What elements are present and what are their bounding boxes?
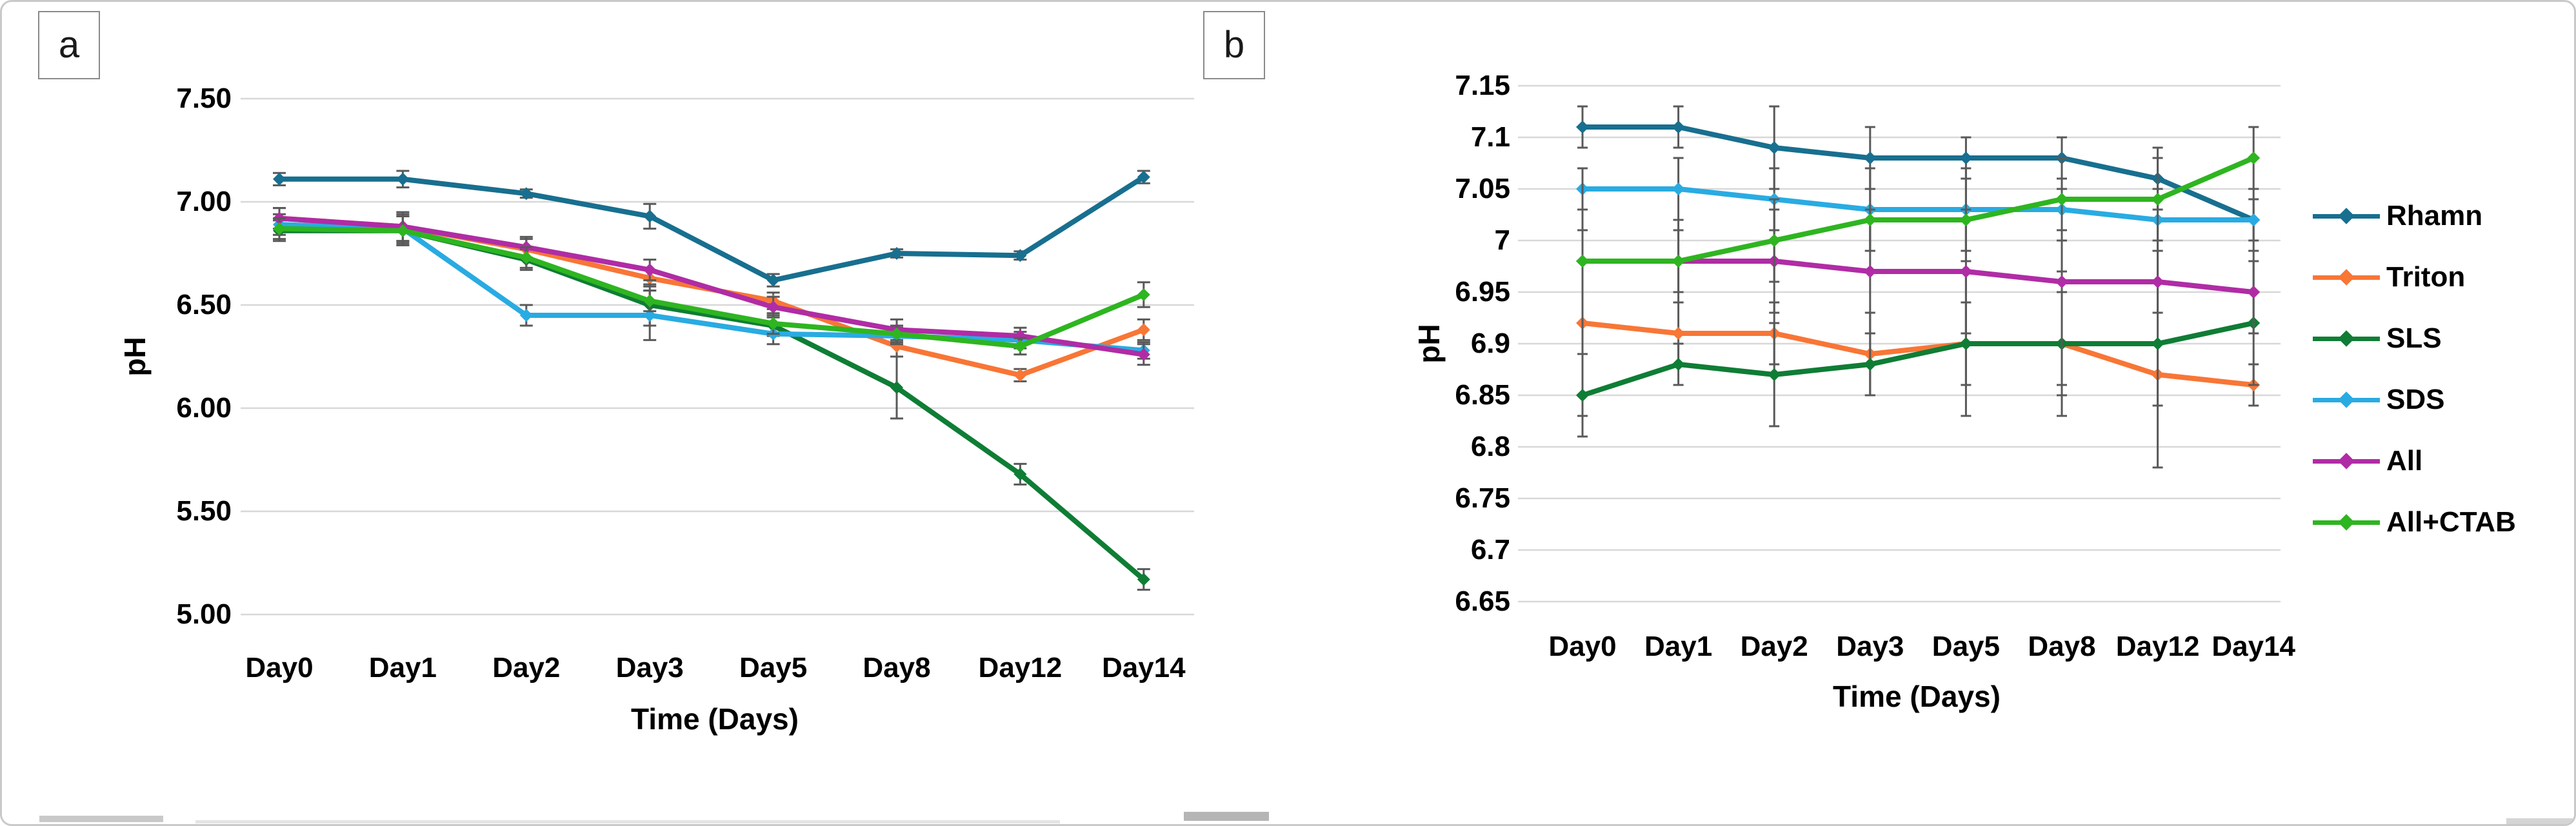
legend-label: Triton [2386, 261, 2466, 293]
y-tick-label-a: 6.50 [176, 289, 232, 320]
legend-label: All+CTAB [2386, 506, 2516, 538]
legend-marker-icon [2338, 268, 2355, 286]
y-tick-label-a: 7.50 [176, 83, 232, 114]
panel-a-label: a [38, 11, 100, 79]
x-category-label-b: Day2 [1740, 631, 1808, 662]
legend-marker-icon [2338, 391, 2355, 408]
x-category-label-a: Day3 [615, 652, 684, 683]
legend-label: All [2386, 445, 2423, 477]
panel-a-y-axis-title: pH [118, 337, 152, 377]
legend-marker-icon [2338, 329, 2355, 347]
x-category-label-b: Day1 [1644, 631, 1713, 662]
bottom-center-crop-artifact [1184, 812, 1269, 821]
legend-line-all-ctab [2313, 513, 2380, 531]
legend-label: Rhamn [2386, 200, 2483, 231]
y-tick-label-b: 6.65 [1455, 585, 1510, 617]
y-tick-label-b: 6.9 [1470, 328, 1510, 359]
y-tick-label-b: 7.1 [1470, 121, 1510, 153]
x-category-label-a: Day12 [978, 652, 1063, 683]
legend-line-sls [2313, 329, 2380, 347]
y-tick-label-a: 5.00 [176, 598, 232, 630]
y-tick-label-a: 7.00 [176, 186, 232, 217]
legend-item-sds: SDS [2313, 382, 2444, 417]
y-tick-label-a: 6.00 [176, 392, 232, 424]
legend-line-all [2313, 452, 2380, 469]
bottom-right-crop-artifact [2506, 818, 2574, 824]
y-tick-label-b: 6.7 [1470, 534, 1510, 565]
panel-b-label: b [1203, 11, 1265, 79]
x-category-label-a: Day5 [739, 652, 808, 683]
y-tick-label-b: 7 [1494, 224, 1510, 256]
legend-line-triton [2313, 268, 2380, 286]
y-tick-label-a: 5.50 [176, 495, 232, 527]
bottom-left-crop-artifact [39, 816, 163, 822]
legend-marker-icon [2338, 513, 2355, 531]
legend-label: SDS [2386, 384, 2445, 415]
y-tick-label-b: 7.05 [1455, 173, 1510, 204]
x-category-label-b: Day12 [2115, 631, 2200, 662]
x-category-label-b: Day14 [2212, 631, 2296, 662]
x-category-label-a: Day2 [492, 652, 561, 683]
legend-label: SLS [2386, 322, 2442, 354]
y-tick-label-b: 6.95 [1455, 276, 1510, 308]
x-category-label-b: Day0 [1548, 631, 1617, 662]
bottom-crop-line-artifact [195, 820, 1060, 823]
legend-item-all-ctab: All+CTAB [2313, 505, 2516, 540]
legend-item-rhamn: Rhamn [2313, 199, 2482, 233]
legend-item-all: All [2313, 444, 2422, 478]
panel-b-x-axis-title: Time (Days) [1833, 680, 2001, 713]
panel-a-label-text: a [58, 24, 80, 66]
x-category-label-b: Day8 [2028, 631, 2096, 662]
x-category-label-b: Day5 [1932, 631, 2000, 662]
legend-item-sls: SLS [2313, 321, 2442, 356]
legend-item-triton: Triton [2313, 260, 2465, 295]
x-category-label-a: Day14 [1101, 652, 1186, 683]
y-tick-label-b: 6.75 [1455, 482, 1510, 514]
legend-marker-icon [2338, 452, 2355, 469]
y-tick-label-b: 7.15 [1455, 70, 1510, 101]
panel-b-label-text: b [1223, 24, 1245, 66]
legend-line-rhamn [2313, 207, 2380, 224]
panel-a-x-axis-title: Time (Days) [631, 702, 799, 736]
y-tick-label-b: 6.85 [1455, 379, 1510, 411]
y-tick-label-b: 6.8 [1470, 431, 1510, 462]
x-category-label-a: Day0 [245, 652, 314, 683]
x-category-label-a: Day8 [863, 652, 931, 683]
x-category-label-b: Day3 [1836, 631, 1904, 662]
x-category-label-a: Day1 [368, 652, 437, 683]
legend-line-sds [2313, 391, 2380, 408]
panel-b-y-axis-title: pH [1412, 324, 1446, 364]
legend-marker-icon [2338, 207, 2355, 224]
